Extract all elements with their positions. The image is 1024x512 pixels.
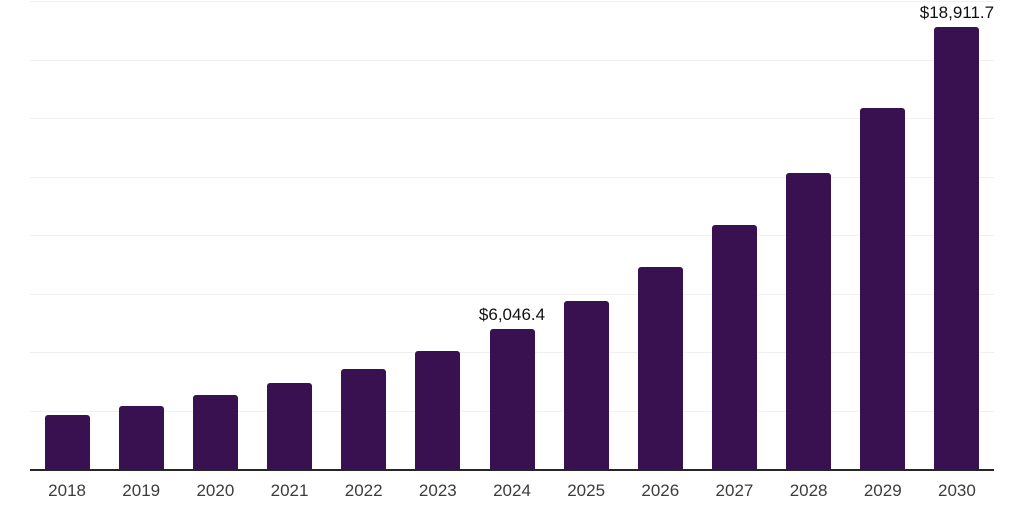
x-axis-line <box>30 469 994 471</box>
gridline-20000 <box>30 1 994 2</box>
bar-2025[interactable] <box>563 300 609 470</box>
x-tick-2029: 2029 <box>863 481 902 500</box>
x-tick-2021: 2021 <box>270 481 309 500</box>
x-tick-2018: 2018 <box>48 481 86 500</box>
gridline-12500 <box>30 176 994 178</box>
bar-2018[interactable] <box>44 415 90 470</box>
bar-2023[interactable] <box>415 350 461 470</box>
data-label-2030: $18,911.7 <box>919 3 995 23</box>
bar-2020[interactable] <box>192 395 238 470</box>
x-tick-2028: 2028 <box>789 481 828 500</box>
x-tick-2030: 2030 <box>938 481 976 500</box>
gridline-15000 <box>30 118 994 119</box>
bar-2021[interactable] <box>267 382 313 470</box>
x-tick-2024: 2024 <box>493 481 531 500</box>
bar-2027[interactable] <box>711 224 757 470</box>
bar-2026[interactable] <box>637 266 683 470</box>
x-tick-2025: 2025 <box>567 481 606 500</box>
x-tick-2022: 2022 <box>344 481 383 500</box>
gridline-17500 <box>30 59 994 61</box>
gridline-10000 <box>30 235 994 236</box>
x-tick-2019: 2019 <box>122 481 161 500</box>
x-tick-2027: 2027 <box>715 481 754 500</box>
bar-2029[interactable] <box>860 107 906 470</box>
data-label-2024: $6,046.4 <box>478 304 546 324</box>
plot-area: $6,046.4 $18,911.7 <box>30 1 995 471</box>
x-tick-2023: 2023 <box>418 481 457 500</box>
bar-2022[interactable] <box>341 368 387 470</box>
bar-2024[interactable] <box>489 328 535 470</box>
bar-2030[interactable] <box>934 27 980 470</box>
bar-2028[interactable] <box>786 172 832 470</box>
x-tick-2020: 2020 <box>196 481 235 500</box>
x-tick-2026: 2026 <box>641 481 680 500</box>
bar-2019[interactable] <box>118 405 164 470</box>
gridline-7500 <box>30 293 994 295</box>
